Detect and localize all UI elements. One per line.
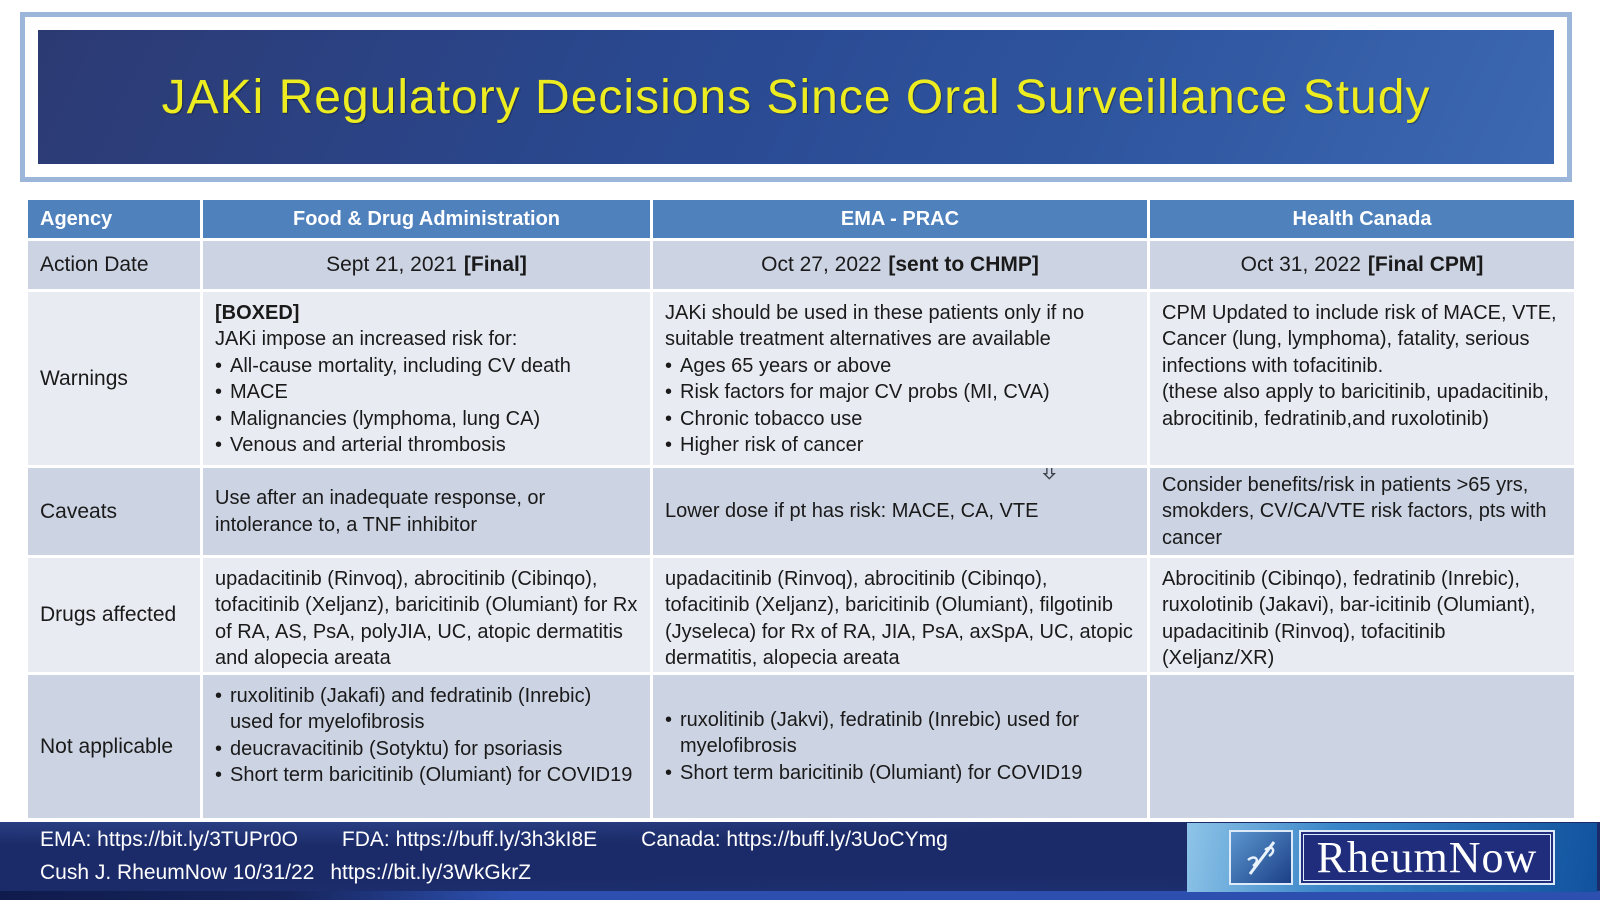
title-frame: JAKi Regulatory Decisions Since Oral Sur… — [20, 12, 1572, 182]
cell-not-applicable-hc — [1150, 675, 1574, 818]
cell-warnings-ema: JAKi should be used in these patients on… — [653, 292, 1147, 465]
footer-links: EMA: https://bit.ly/3TUPr0O FDA: https:/… — [40, 828, 948, 852]
action-date-hc-tag: [Final CPM] — [1367, 253, 1484, 277]
list-item: • Risk factors for major CV probs (MI, CV… — [665, 379, 1135, 405]
cell-not-applicable-ema: • ruxolitinib (Jakvi), fedratinib (Inrebi… — [653, 675, 1147, 818]
footer-link-canada[interactable]: Canada: https://buff.ly/3UoCYmg — [641, 828, 948, 851]
bullet-icon: • — [215, 354, 223, 377]
row-label-warnings: Warnings — [28, 292, 200, 465]
column-header-health-canada: Health Canada — [1150, 200, 1574, 238]
warnings-hc-note: (these also apply to baricitinib, upadac… — [1162, 381, 1549, 430]
regulatory-table: Agency Food & Drug Administration EMA - … — [28, 200, 1574, 818]
cell-drugs-ema: upadacitinib (Rinvoq), abrocitinib (Cibi… — [653, 558, 1147, 672]
cell-caveats-fda: Use after an inadequate response, or int… — [203, 468, 650, 555]
cell-drugs-fda: upadacitinib (Rinvoq), abrocitinib (Cibi… — [203, 558, 650, 672]
bullet-icon: • — [215, 407, 223, 430]
list-item: • Higher risk of cancer — [665, 432, 1135, 458]
cell-caveats-hc: Consider benefits/risk in patients >65 y… — [1150, 468, 1574, 555]
bullet-icon: • — [665, 381, 673, 404]
list-item: • Short term baricitinib (Olumiant) for C… — [215, 762, 638, 788]
cell-action-date-fda: Sept 21, 2021 [Final] — [203, 241, 650, 289]
action-date-fda-date: Sept 21, 2021 — [326, 253, 457, 277]
bullet-icon: • — [665, 407, 673, 430]
footer-bar: EMA: https://bit.ly/3TUPr0O FDA: https:/… — [0, 822, 1600, 900]
bullet-icon: • — [215, 433, 223, 456]
list-item: • Malignancies (lymphoma, lung CA) — [215, 406, 638, 432]
footer-citation-line: Cush J. RheumNow 10/31/22 https://bit.ly… — [40, 861, 948, 885]
cell-caveats-ema: ⇩ Lower dose if pt has risk: MACE, CA, V… — [653, 468, 1147, 555]
bullet-icon: • — [665, 761, 673, 784]
footer-link-ema[interactable]: EMA: https://bit.ly/3TUPr0O — [40, 828, 298, 851]
list-item: • Short term baricitinib (Olumiant) for C… — [665, 760, 1135, 786]
title-banner: JAKi Regulatory Decisions Since Oral Sur… — [38, 30, 1554, 164]
list-item: • All-cause mortality, including CV death — [215, 353, 638, 379]
bullet-icon: • — [215, 381, 223, 404]
cell-not-applicable-fda: • ruxolitinib (Jakafi) and fedratinib (In… — [203, 675, 650, 818]
action-date-fda-tag: [Final] — [463, 253, 527, 277]
action-date-hc-date: Oct 31, 2022 — [1240, 253, 1361, 277]
warnings-fda-intro: JAKi impose an increased risk for: — [215, 328, 518, 351]
warnings-hc-text: CPM Updated to include risk of MACE, VTE… — [1162, 302, 1557, 377]
bullet-icon: • — [215, 764, 223, 787]
rheumnow-logo-text-box: RheumNow — [1298, 830, 1556, 885]
footer-link-fda[interactable]: FDA: https://buff.ly/3h3kI8E — [341, 828, 598, 851]
cell-action-date-hc: Oct 31, 2022 [Final CPM] — [1150, 241, 1574, 289]
column-header-agency: Agency — [28, 200, 200, 238]
bullet-icon: • — [215, 685, 223, 707]
list-item: • Venous and arterial thrombosis — [215, 432, 638, 458]
cell-warnings-hc: CPM Updated to include risk of MACE, VTE… — [1150, 292, 1574, 465]
rheumnow-logo-icon — [1228, 830, 1293, 885]
row-label-caveats: Caveats — [28, 468, 200, 555]
row-label-drugs-affected: Drugs affected — [28, 558, 200, 672]
row-label-action-date: Action Date — [28, 241, 200, 289]
rheumnow-logo-text: RheumNow — [1316, 832, 1538, 882]
bullet-icon: • — [215, 737, 223, 760]
cell-drugs-hc: Abrocitinib (Cibinqo), fedratinib (Inreb… — [1150, 558, 1574, 672]
action-date-ema-tag: [sent to CHMP] — [888, 253, 1039, 277]
list-item: • Chronic tobacco use — [665, 406, 1135, 432]
list-item: • MACE — [215, 379, 638, 405]
down-arrow-icon: ⇩ — [1038, 468, 1061, 486]
cell-warnings-fda: [BOXED] JAKi impose an increased risk fo… — [203, 292, 650, 465]
action-date-ema-date: Oct 27, 2022 — [761, 253, 882, 277]
bullet-icon: • — [665, 709, 673, 731]
footer-citation-link[interactable]: https://bit.ly/3WkGkrZ — [330, 861, 532, 884]
list-item: • Ages 65 years or above — [665, 353, 1135, 379]
column-header-fda: Food & Drug Administration — [203, 200, 650, 238]
list-item: • ruxolitinib (Jakvi), fedratinib (Inrebi… — [665, 707, 1135, 760]
column-header-ema: EMA - PRAC — [653, 200, 1147, 238]
warnings-ema-intro: JAKi should be used in these patients on… — [665, 302, 1085, 351]
list-item: • ruxolitinib (Jakafi) and fedratinib (In… — [215, 683, 638, 736]
bullet-icon: • — [665, 433, 673, 456]
cell-action-date-ema: Oct 27, 2022 [sent to CHMP] — [653, 241, 1147, 289]
list-item: • deucravacitinib (Sotyktu) for psoriasis — [215, 736, 638, 762]
footer-citation: Cush J. RheumNow 10/31/22 — [40, 861, 315, 884]
footer-text: EMA: https://bit.ly/3TUPr0O FDA: https:/… — [40, 828, 948, 885]
warnings-fda-heading: [BOXED] — [215, 302, 300, 324]
rheumnow-logo: RheumNow — [1187, 823, 1597, 892]
bullet-icon: • — [665, 354, 673, 377]
page-title: JAKi Regulatory Decisions Since Oral Sur… — [161, 70, 1431, 124]
row-label-not-applicable: Not applicable — [28, 675, 200, 818]
